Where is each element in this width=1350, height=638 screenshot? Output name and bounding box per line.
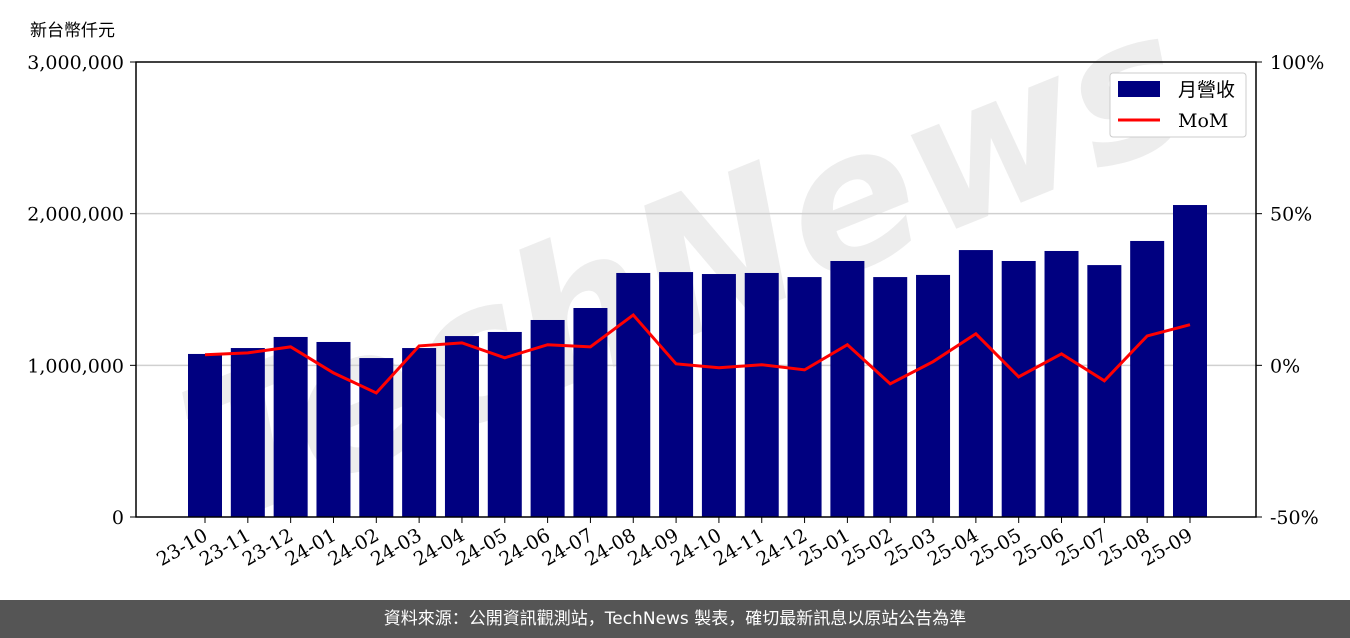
y-axis-label: 新台幣仟元 <box>30 21 115 41</box>
bar-24-03 <box>402 348 437 517</box>
bar-23-10 <box>188 353 222 517</box>
bar-25-01 <box>830 260 865 517</box>
bar-25-04 <box>958 250 993 518</box>
legend-label-mom: MoM <box>1178 110 1228 132</box>
bar-25-03 <box>916 274 951 517</box>
bar-24-08 <box>616 272 651 517</box>
x-tick-label: 25-09 <box>1138 524 1196 570</box>
bar-23-12 <box>273 336 308 517</box>
bar-24-09 <box>659 272 694 517</box>
plot-frame <box>135 61 1257 518</box>
y2-tick-label: 100% <box>1270 52 1324 74</box>
footer-source-note: 資料來源：公開資訊觀測站，TechNews 製表，確切最新訊息以原站公告為準 <box>0 600 1350 638</box>
bar-24-05 <box>487 331 522 517</box>
y2-tick-label: 50% <box>1270 204 1312 226</box>
y-tick-label: 3,000,000 <box>27 52 124 74</box>
legend-label-revenue: 月營收 <box>1178 79 1235 101</box>
y2-tick-label: -50% <box>1270 507 1319 529</box>
bar-25-07 <box>1087 265 1122 517</box>
bar-25-02 <box>873 277 908 517</box>
mom-line <box>204 312 1191 395</box>
bar-24-12 <box>787 277 822 517</box>
bar-24-01 <box>316 341 351 517</box>
bar-25-08 <box>1130 240 1165 517</box>
bar-24-11 <box>744 272 779 517</box>
bar-25-05 <box>1001 260 1036 517</box>
bar-24-02 <box>359 358 394 517</box>
legend-swatch-revenue <box>1118 81 1160 97</box>
bar-25-09 <box>1173 205 1207 517</box>
y2-tick-label: 0% <box>1270 355 1300 377</box>
bar-24-04 <box>444 336 479 517</box>
y-tick-label: 1,000,000 <box>27 355 124 377</box>
y-tick-label: 2,000,000 <box>27 204 124 226</box>
y-tick-label: 0 <box>112 507 124 529</box>
revenue-chart: TechNews01,000,0002,000,0003,000,000-50%… <box>27 0 1324 571</box>
bar-24-06 <box>530 319 565 517</box>
bar-24-10 <box>701 274 736 517</box>
bar-23-11 <box>230 348 265 517</box>
bar-24-07 <box>573 308 608 517</box>
bar-25-06 <box>1044 250 1079 517</box>
